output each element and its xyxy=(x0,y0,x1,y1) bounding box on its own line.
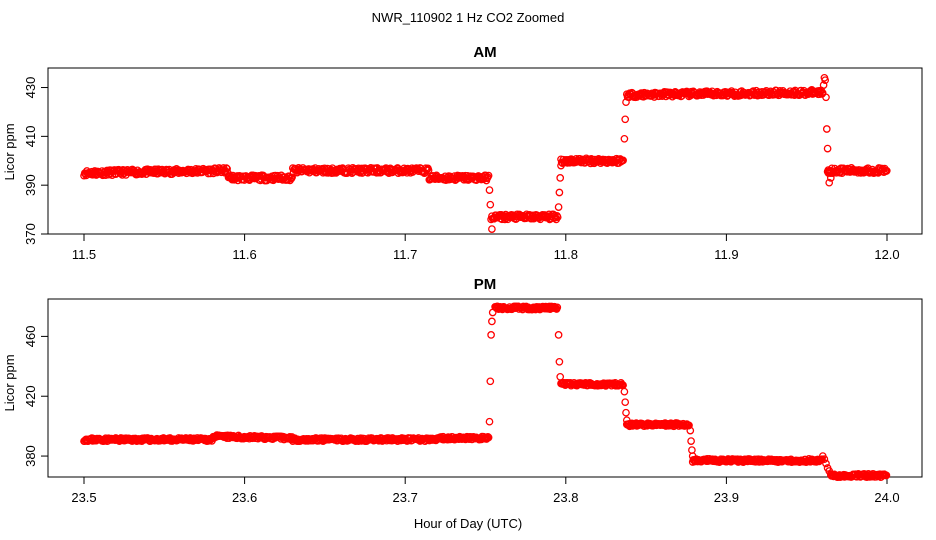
pm-data-point xyxy=(553,303,562,312)
pm-data-point xyxy=(685,421,693,430)
am-data-point xyxy=(882,166,891,175)
pm-x-tick-label: 23.6 xyxy=(232,490,257,505)
pm-y-tick-label: 380 xyxy=(23,445,38,467)
am-data-point xyxy=(485,186,494,194)
am-y-tick-label: 410 xyxy=(23,126,38,148)
am-data-point xyxy=(555,188,564,197)
panel-pm: PM Licor ppm 23.5 23.6 23.7 23.8 23.9 24.0 380… xyxy=(2,276,923,505)
pm-data-point xyxy=(622,408,630,417)
am-y-tick-label: 370 xyxy=(23,223,38,245)
am-data-point xyxy=(823,144,832,153)
am-data-point xyxy=(484,171,493,180)
am-data-point xyxy=(621,115,630,124)
pm-data-point xyxy=(484,433,493,442)
panel-am-plot-frame xyxy=(47,67,923,235)
pm-data-point xyxy=(882,471,891,480)
am-data-point xyxy=(487,215,495,224)
am-data-point xyxy=(424,166,433,175)
pm-data-point xyxy=(688,452,697,460)
panel-pm-title: PM xyxy=(474,276,497,293)
am-data-point xyxy=(826,174,835,182)
am-data-point xyxy=(822,93,830,102)
pm-data-point xyxy=(555,357,564,366)
pm-y-tick-label: 420 xyxy=(23,385,38,407)
am-x-tick-label: 12.0 xyxy=(874,247,899,262)
am-x-tick-label: 11.6 xyxy=(232,247,256,262)
panel-pm-plot-frame xyxy=(47,298,923,478)
pm-data-point xyxy=(488,317,496,326)
am-data-point xyxy=(825,178,834,187)
am-data-point xyxy=(821,76,830,85)
pm-data-point xyxy=(622,416,631,425)
pm-y-tick-label: 460 xyxy=(23,326,38,348)
am-data-point xyxy=(554,203,563,211)
am-data-point xyxy=(822,125,831,133)
panel-am-data-points xyxy=(80,73,891,233)
pm-data-point xyxy=(822,459,830,468)
figure-title: NWR_110902 1 Hz CO2 Zoomed xyxy=(372,10,565,25)
am-data-point xyxy=(819,81,828,89)
am-data-point xyxy=(620,134,629,143)
panel-pm-axes: 23.5 23.6 23.7 23.8 23.9 24.0 380 420 460 xyxy=(23,326,900,505)
pm-x-tick-label: 23.7 xyxy=(393,490,418,505)
am-x-tick-label: 11.5 xyxy=(72,247,96,262)
pm-data-point xyxy=(826,470,835,478)
pm-data-point xyxy=(620,387,629,396)
pm-x-tick-label: 23.8 xyxy=(553,490,578,505)
am-data-point xyxy=(622,98,630,107)
pm-data-point xyxy=(621,398,630,407)
pm-data-point xyxy=(486,377,495,386)
pm-data-point xyxy=(818,455,826,464)
pm-data-point xyxy=(488,308,497,317)
pm-data-point xyxy=(554,331,563,339)
pm-x-tick-label: 23.5 xyxy=(71,490,96,505)
pm-data-point xyxy=(485,417,494,426)
am-x-tick-label: 11.8 xyxy=(554,247,578,262)
pm-x-tick-label: 23.9 xyxy=(714,490,739,505)
figure-x-axis-label: Hour of Day (UTC) xyxy=(414,516,522,531)
am-x-tick-label: 11.9 xyxy=(714,247,738,262)
pm-data-point xyxy=(556,372,565,381)
panel-am-y-axis-label: Licor ppm xyxy=(2,123,17,180)
panel-am: AM Licor ppm 11.5 11.6 11.7 11.8 11.9 12.0 370… xyxy=(2,44,923,262)
panel-pm-data-points xyxy=(80,302,891,481)
pm-x-tick-label: 24.0 xyxy=(874,490,899,505)
am-data-point xyxy=(556,174,565,182)
am-data-point xyxy=(488,225,496,233)
am-data-point xyxy=(553,213,562,222)
panel-pm-y-axis-label: Licor ppm xyxy=(2,354,17,411)
am-y-tick-label: 390 xyxy=(23,174,38,196)
pm-data-point xyxy=(820,455,829,463)
panel-am-axes: 11.5 11.6 11.7 11.8 11.9 12.0 370 390 410 430 xyxy=(23,77,900,262)
pm-data-point xyxy=(686,426,695,435)
am-y-tick-label: 430 xyxy=(23,77,38,99)
pm-data-point xyxy=(687,437,695,445)
am-data-point xyxy=(486,200,495,209)
am-data-point xyxy=(619,156,627,165)
am-data-point xyxy=(288,173,296,182)
pm-data-point xyxy=(487,331,495,339)
am-data-point xyxy=(223,164,231,173)
am-data-point xyxy=(557,161,565,170)
am-x-tick-label: 11.7 xyxy=(393,247,417,262)
panel-am-title: AM xyxy=(473,44,496,61)
